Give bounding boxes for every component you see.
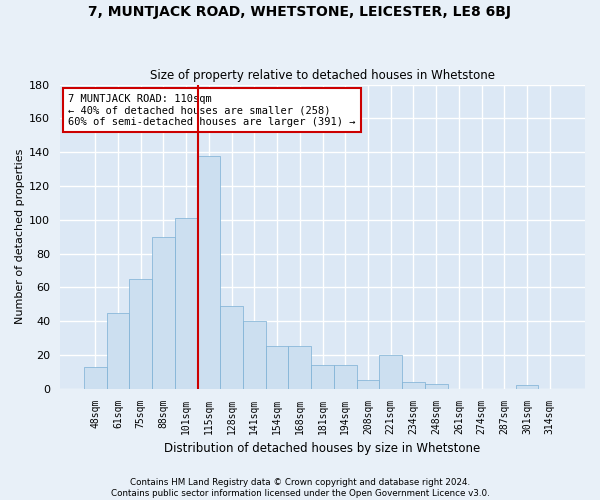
Bar — [311, 365, 334, 388]
Title: Size of property relative to detached houses in Whetstone: Size of property relative to detached ho… — [150, 69, 495, 82]
Bar — [175, 218, 197, 388]
Bar — [289, 346, 311, 389]
Bar — [515, 386, 538, 388]
Bar — [152, 236, 175, 388]
Bar — [402, 382, 425, 388]
Text: 7 MUNTJACK ROAD: 110sqm
← 40% of detached houses are smaller (258)
60% of semi-d: 7 MUNTJACK ROAD: 110sqm ← 40% of detache… — [68, 94, 355, 127]
Bar — [84, 366, 107, 388]
Bar — [334, 365, 356, 388]
Bar — [379, 355, 402, 388]
Text: 7, MUNTJACK ROAD, WHETSTONE, LEICESTER, LE8 6BJ: 7, MUNTJACK ROAD, WHETSTONE, LEICESTER, … — [89, 5, 511, 19]
X-axis label: Distribution of detached houses by size in Whetstone: Distribution of detached houses by size … — [164, 442, 481, 455]
Bar — [130, 279, 152, 388]
Bar — [425, 384, 448, 388]
Bar — [266, 346, 289, 389]
Bar — [220, 306, 243, 388]
Text: Contains HM Land Registry data © Crown copyright and database right 2024.
Contai: Contains HM Land Registry data © Crown c… — [110, 478, 490, 498]
Bar — [356, 380, 379, 388]
Bar — [243, 321, 266, 388]
Y-axis label: Number of detached properties: Number of detached properties — [15, 149, 25, 324]
Bar — [107, 312, 130, 388]
Bar — [197, 156, 220, 388]
